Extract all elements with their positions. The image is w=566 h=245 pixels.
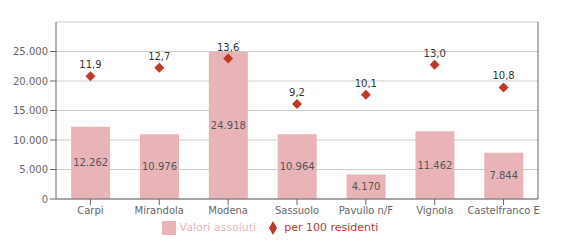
svg-text:Mirandola: Mirandola	[135, 205, 184, 216]
svg-text:10.976: 10.976	[142, 161, 177, 172]
svg-text:10,1: 10,1	[355, 78, 377, 89]
svg-text:Vignola: Vignola	[416, 205, 453, 216]
svg-text:11.462: 11.462	[417, 160, 452, 171]
svg-text:15.000: 15.000	[13, 105, 48, 116]
svg-text:Modena: Modena	[208, 205, 248, 216]
svg-text:11,9: 11,9	[79, 59, 101, 70]
svg-text:Castelfranco E: Castelfranco E	[467, 205, 539, 216]
html-text:per 100 residenti: per 100 residenti	[284, 221, 379, 234]
svg-text:10.964: 10.964	[280, 161, 315, 172]
html-text:Valori assoluti: Valori assoluti	[179, 221, 257, 234]
svg-text:20.000: 20.000	[13, 76, 48, 87]
svg-text:25.000: 25.000	[13, 46, 48, 57]
svg-text:12.262: 12.262	[73, 157, 108, 168]
svg-text:7.844: 7.844	[489, 170, 518, 181]
svg-text:24.918: 24.918	[211, 120, 246, 131]
svg-text:5.000: 5.000	[19, 164, 48, 175]
svg-text:13,0: 13,0	[424, 48, 446, 59]
svg-text:Carpi: Carpi	[77, 205, 103, 216]
svg-text:Sassuolo: Sassuolo	[275, 205, 319, 216]
svg-text:4.170: 4.170	[352, 181, 381, 192]
svg-text:10.000: 10.000	[13, 135, 48, 146]
svg-text:Pavullo n/F: Pavullo n/F	[339, 205, 394, 216]
svg-text:10,8: 10,8	[492, 70, 514, 81]
svg-text:12,7: 12,7	[148, 51, 170, 62]
svg-text:13,6: 13,6	[217, 42, 239, 53]
svg-text:0: 0	[42, 194, 48, 205]
svg-text:9,2: 9,2	[289, 87, 305, 98]
